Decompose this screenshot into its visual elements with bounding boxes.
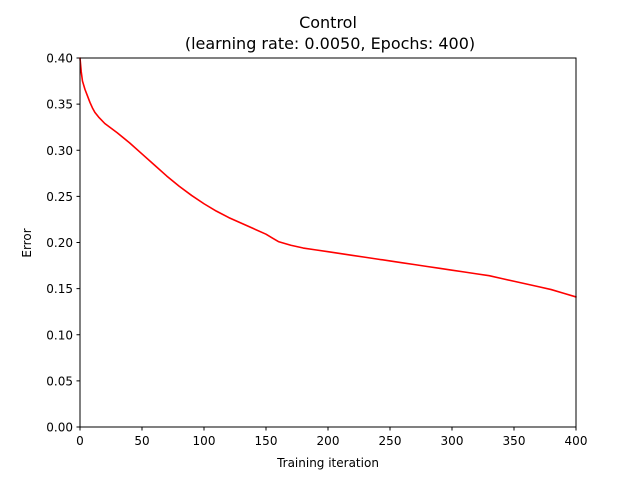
x-axis-ticks: 0 50 100 150 200 250 300 350 400 [76,427,587,448]
x-tick-label: 50 [134,434,149,448]
y-tick-label: 0.15 [46,282,73,296]
x-tick-label: 350 [503,434,526,448]
y-tick-label: 0.35 [46,98,73,112]
x-tick-label: 100 [193,434,216,448]
y-axis-ticks: 0.00 0.05 0.10 0.15 0.20 0.25 0.30 0.35 0.40 [46,52,80,435]
y-tick-label: 0.10 [46,328,73,342]
y-tick-label: 0.25 [46,190,73,204]
chart-subtitle: (learning rate: 0.0050, Epochs: 400) [185,34,475,53]
x-axis-label: Training iteration [276,456,379,470]
x-tick-label: 400 [565,434,588,448]
x-tick-label: 0 [76,434,84,448]
y-tick-label: 0.40 [46,52,73,66]
y-tick-label: 0.00 [46,421,73,435]
y-tick-label: 0.05 [46,374,73,388]
x-tick-label: 250 [379,434,402,448]
x-tick-label: 300 [441,434,464,448]
x-tick-label: 150 [255,434,278,448]
plot-frame [79,57,577,428]
y-axis-label: Error [20,228,34,257]
series-layer [79,57,577,298]
y-tick-label: 0.30 [46,144,73,158]
series-line [79,57,577,298]
y-tick-label: 0.20 [46,236,73,250]
x-tick-label: 200 [317,434,340,448]
chart-title: Control [299,13,357,32]
